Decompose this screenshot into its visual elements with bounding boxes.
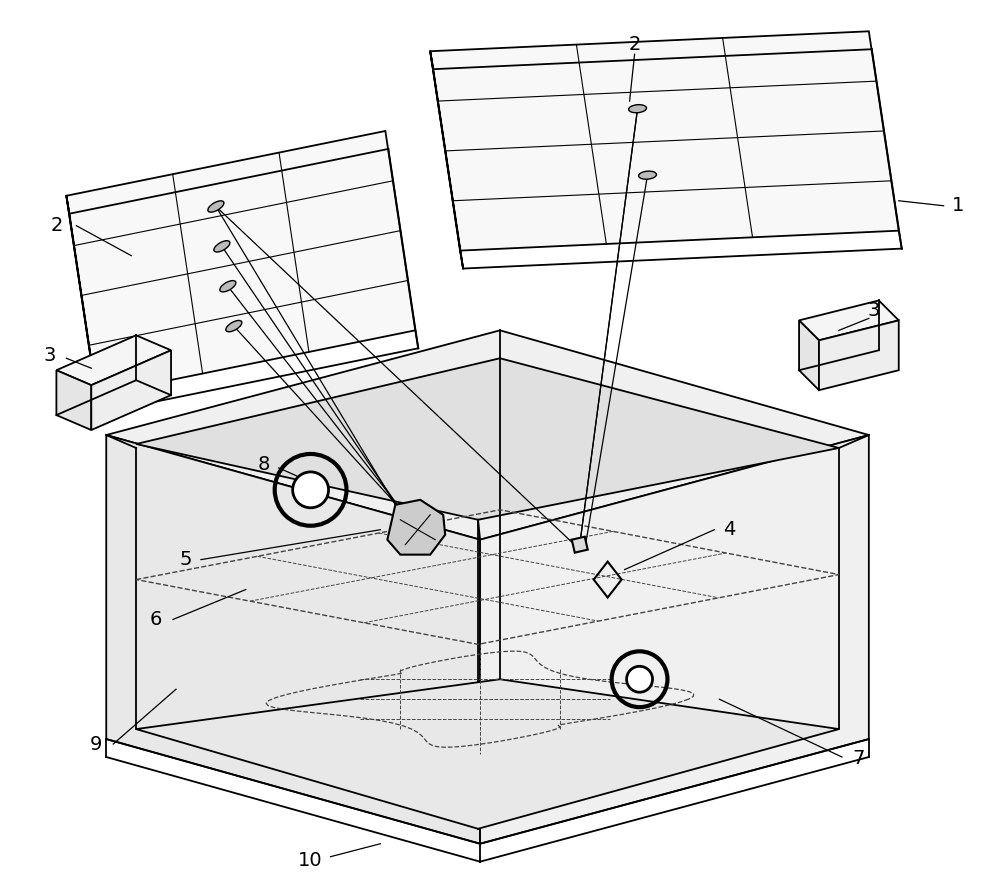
- Polygon shape: [56, 370, 91, 430]
- Polygon shape: [799, 321, 819, 390]
- Polygon shape: [106, 330, 869, 540]
- Ellipse shape: [214, 241, 230, 252]
- Ellipse shape: [208, 200, 224, 212]
- Polygon shape: [430, 31, 899, 251]
- Polygon shape: [480, 435, 869, 844]
- Circle shape: [293, 472, 329, 508]
- Ellipse shape: [226, 321, 242, 332]
- Text: 7: 7: [853, 750, 865, 768]
- Text: 10: 10: [298, 851, 323, 870]
- Polygon shape: [56, 336, 171, 385]
- Ellipse shape: [639, 171, 656, 179]
- Ellipse shape: [629, 105, 647, 113]
- Polygon shape: [387, 500, 445, 555]
- Text: 3: 3: [868, 301, 880, 320]
- Text: 4: 4: [723, 520, 735, 540]
- Polygon shape: [799, 300, 899, 340]
- Text: 1: 1: [952, 196, 965, 215]
- Polygon shape: [91, 351, 171, 430]
- Text: 5: 5: [180, 550, 192, 570]
- Polygon shape: [106, 435, 480, 844]
- Ellipse shape: [220, 281, 236, 292]
- Text: 3: 3: [43, 346, 56, 365]
- Text: 8: 8: [258, 456, 270, 474]
- Text: 2: 2: [628, 34, 641, 54]
- Text: 6: 6: [150, 610, 162, 629]
- Text: 9: 9: [90, 735, 102, 753]
- Polygon shape: [572, 537, 588, 553]
- Polygon shape: [66, 196, 99, 413]
- Polygon shape: [819, 321, 899, 390]
- Polygon shape: [136, 679, 839, 829]
- Polygon shape: [430, 51, 463, 268]
- Polygon shape: [136, 358, 839, 520]
- Circle shape: [627, 667, 653, 692]
- Text: 2: 2: [50, 216, 63, 235]
- Polygon shape: [66, 131, 415, 396]
